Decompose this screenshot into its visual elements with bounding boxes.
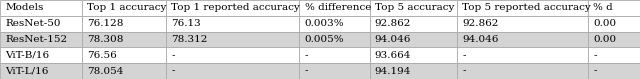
Bar [166,16,300,32]
Bar [83,32,166,47]
Bar [300,63,369,79]
Bar [369,47,457,63]
Bar [457,0,588,16]
Text: -: - [172,51,175,60]
Text: -: - [305,67,308,76]
Bar [166,32,300,47]
Bar [83,16,166,32]
Text: -: - [305,51,308,60]
Text: 0.005%: 0.005% [305,35,344,44]
Bar [0,47,83,63]
Bar [83,0,166,16]
Text: Top 1 accuracy: Top 1 accuracy [88,3,167,12]
Bar [457,47,588,63]
Bar [300,0,369,16]
Text: 78.308: 78.308 [88,35,124,44]
Text: ResNet-152: ResNet-152 [5,35,67,44]
Text: -: - [462,51,466,60]
Text: 94.046: 94.046 [374,35,411,44]
Bar [588,63,640,79]
Bar [0,16,83,32]
Text: 76.128: 76.128 [88,19,124,28]
Bar [588,16,640,32]
Bar [0,0,83,16]
Text: 93.664: 93.664 [374,51,411,60]
Text: Top 5 accuracy: Top 5 accuracy [374,3,454,12]
Text: 0.003%: 0.003% [305,19,344,28]
Text: ViT-B/16: ViT-B/16 [5,51,49,60]
Text: -: - [593,67,597,76]
Bar [588,47,640,63]
Bar [83,47,166,63]
Bar [457,32,588,47]
Text: Top 1 reported accuracy: Top 1 reported accuracy [172,3,300,12]
Bar [166,47,300,63]
Text: 76.56: 76.56 [88,51,117,60]
Text: -: - [462,67,466,76]
Text: % d: % d [593,3,613,12]
Text: % difference: % difference [305,3,371,12]
Text: 78.312: 78.312 [172,35,207,44]
Bar [588,0,640,16]
Bar [588,32,640,47]
Bar [369,32,457,47]
Bar [300,47,369,63]
Text: -: - [172,67,175,76]
Text: ResNet-50: ResNet-50 [5,19,61,28]
Bar [300,16,369,32]
Bar [369,0,457,16]
Text: -: - [593,51,597,60]
Bar [457,63,588,79]
Bar [300,32,369,47]
Text: ViT-L/16: ViT-L/16 [5,67,49,76]
Bar [166,0,300,16]
Text: Models: Models [5,3,44,12]
Bar [0,63,83,79]
Bar [0,32,83,47]
Text: 92.862: 92.862 [374,19,411,28]
Bar [83,63,166,79]
Bar [457,16,588,32]
Text: 94.194: 94.194 [374,67,411,76]
Text: 78.054: 78.054 [88,67,124,76]
Bar [369,63,457,79]
Text: 76.13: 76.13 [172,19,201,28]
Text: 94.046: 94.046 [462,35,499,44]
Text: 92.862: 92.862 [462,19,499,28]
Bar [166,63,300,79]
Text: Top 5 reported accuracy: Top 5 reported accuracy [462,3,591,12]
Bar [369,16,457,32]
Text: 0.00: 0.00 [593,35,616,44]
Text: 0.00: 0.00 [593,19,616,28]
